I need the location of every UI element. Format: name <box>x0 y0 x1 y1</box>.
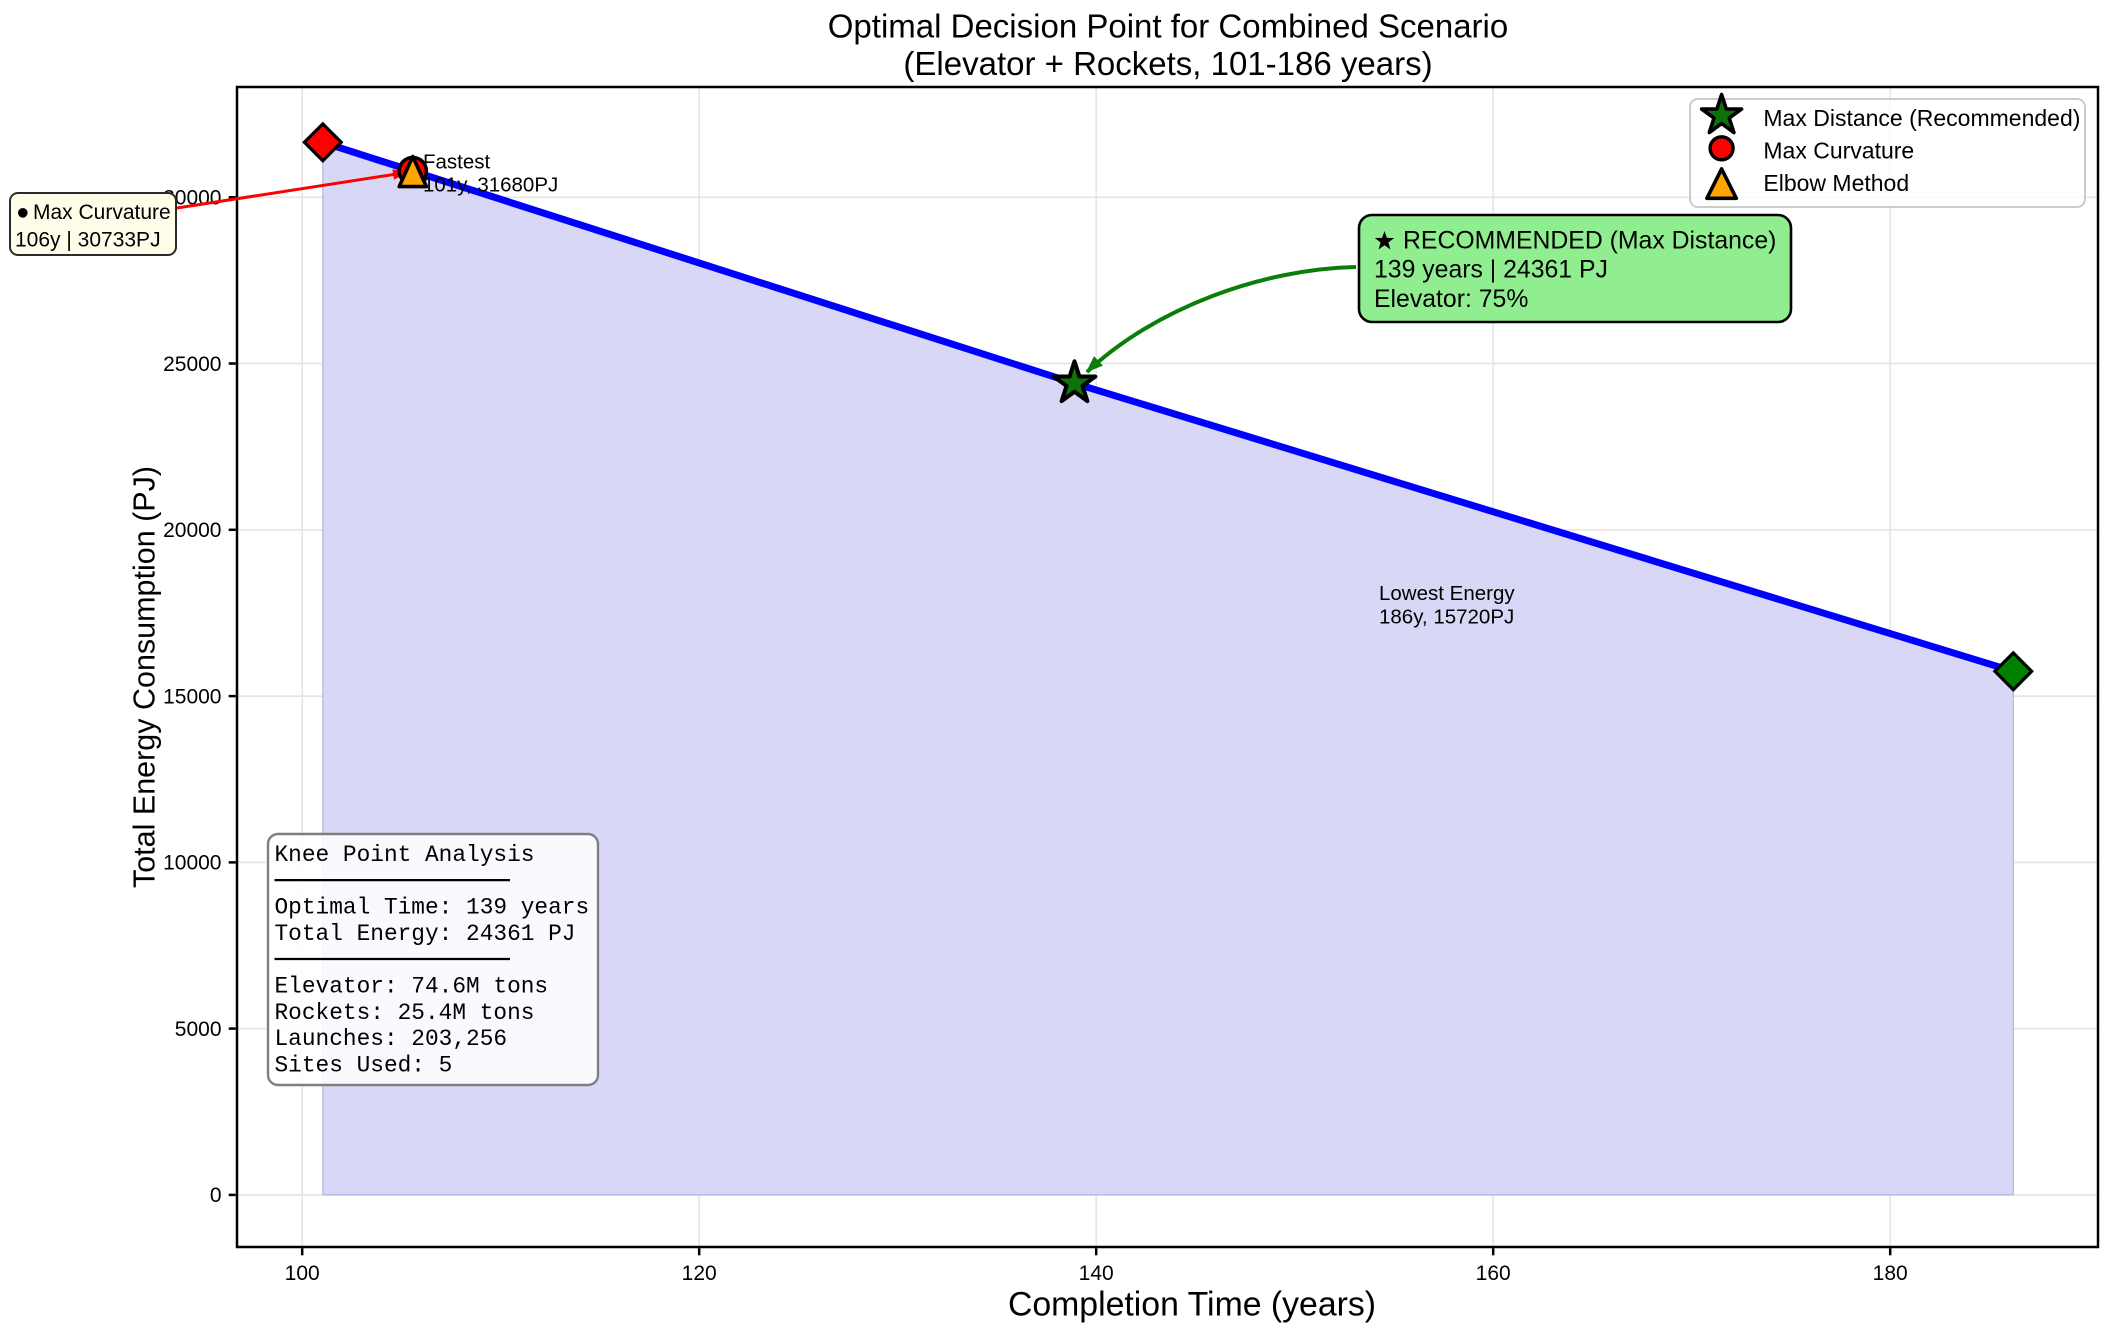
svg-text:25000: 25000 <box>163 353 221 376</box>
svg-text:Knee Point Analysis: Knee Point Analysis <box>275 842 535 868</box>
svg-text:186y, 15720PJ: 186y, 15720PJ <box>1379 606 1514 629</box>
svg-text:20000: 20000 <box>163 519 221 542</box>
svg-text:Optimal Decision Point for Com: Optimal Decision Point for Combined Scen… <box>828 8 1508 45</box>
svg-text:Max Distance (Recommended): Max Distance (Recommended) <box>1763 105 2080 131</box>
svg-text:Fastest: Fastest <box>423 150 491 173</box>
svg-text:0: 0 <box>210 1184 222 1207</box>
svg-text:10000: 10000 <box>163 852 221 875</box>
svg-text:Sites Used: 5: Sites Used: 5 <box>275 1052 453 1078</box>
svg-text:Rockets: 25.4M tons: Rockets: 25.4M tons <box>275 1000 535 1026</box>
svg-text:180: 180 <box>1873 1262 1908 1285</box>
svg-text:101y, 31680PJ: 101y, 31680PJ <box>423 173 558 196</box>
svg-text:(Elevator + Rockets, 101-186 y: (Elevator + Rockets, 101-186 years) <box>903 45 1432 82</box>
svg-text:Elbow Method: Elbow Method <box>1763 170 1909 196</box>
svg-text:5000: 5000 <box>175 1018 222 1041</box>
svg-text:Max Curvature: Max Curvature <box>1763 138 1914 164</box>
svg-text:120: 120 <box>682 1262 717 1285</box>
svg-text:RECOMMENDED (Max Distance): RECOMMENDED (Max Distance) <box>1403 228 1776 255</box>
svg-text:Max Curvature: Max Curvature <box>33 201 171 224</box>
svg-text:Elevator: 75%: Elevator: 75% <box>1374 286 1528 313</box>
svg-text:Lowest Energy: Lowest Energy <box>1379 582 1515 605</box>
svg-text:Total Energy Consumption (PJ): Total Energy Consumption (PJ) <box>128 466 162 888</box>
svg-text:Completion Time (years): Completion Time (years) <box>1008 1286 1376 1324</box>
svg-text:139 years | 24361 PJ: 139 years | 24361 PJ <box>1374 257 1608 284</box>
svg-text:Total Energy: 24361 PJ: Total Energy: 24361 PJ <box>275 921 576 947</box>
svg-text:106y | 30733PJ: 106y | 30733PJ <box>15 228 161 251</box>
svg-text:100: 100 <box>285 1262 320 1285</box>
svg-text:160: 160 <box>1476 1262 1511 1285</box>
svg-text:Optimal Time: 139 years: Optimal Time: 139 years <box>275 895 590 921</box>
svg-text:15000: 15000 <box>163 685 221 708</box>
svg-text:Elevator: 74.6M tons: Elevator: 74.6M tons <box>275 974 549 1000</box>
svg-text:140: 140 <box>1079 1262 1114 1285</box>
svg-text:Launches: 203,256: Launches: 203,256 <box>275 1026 508 1052</box>
